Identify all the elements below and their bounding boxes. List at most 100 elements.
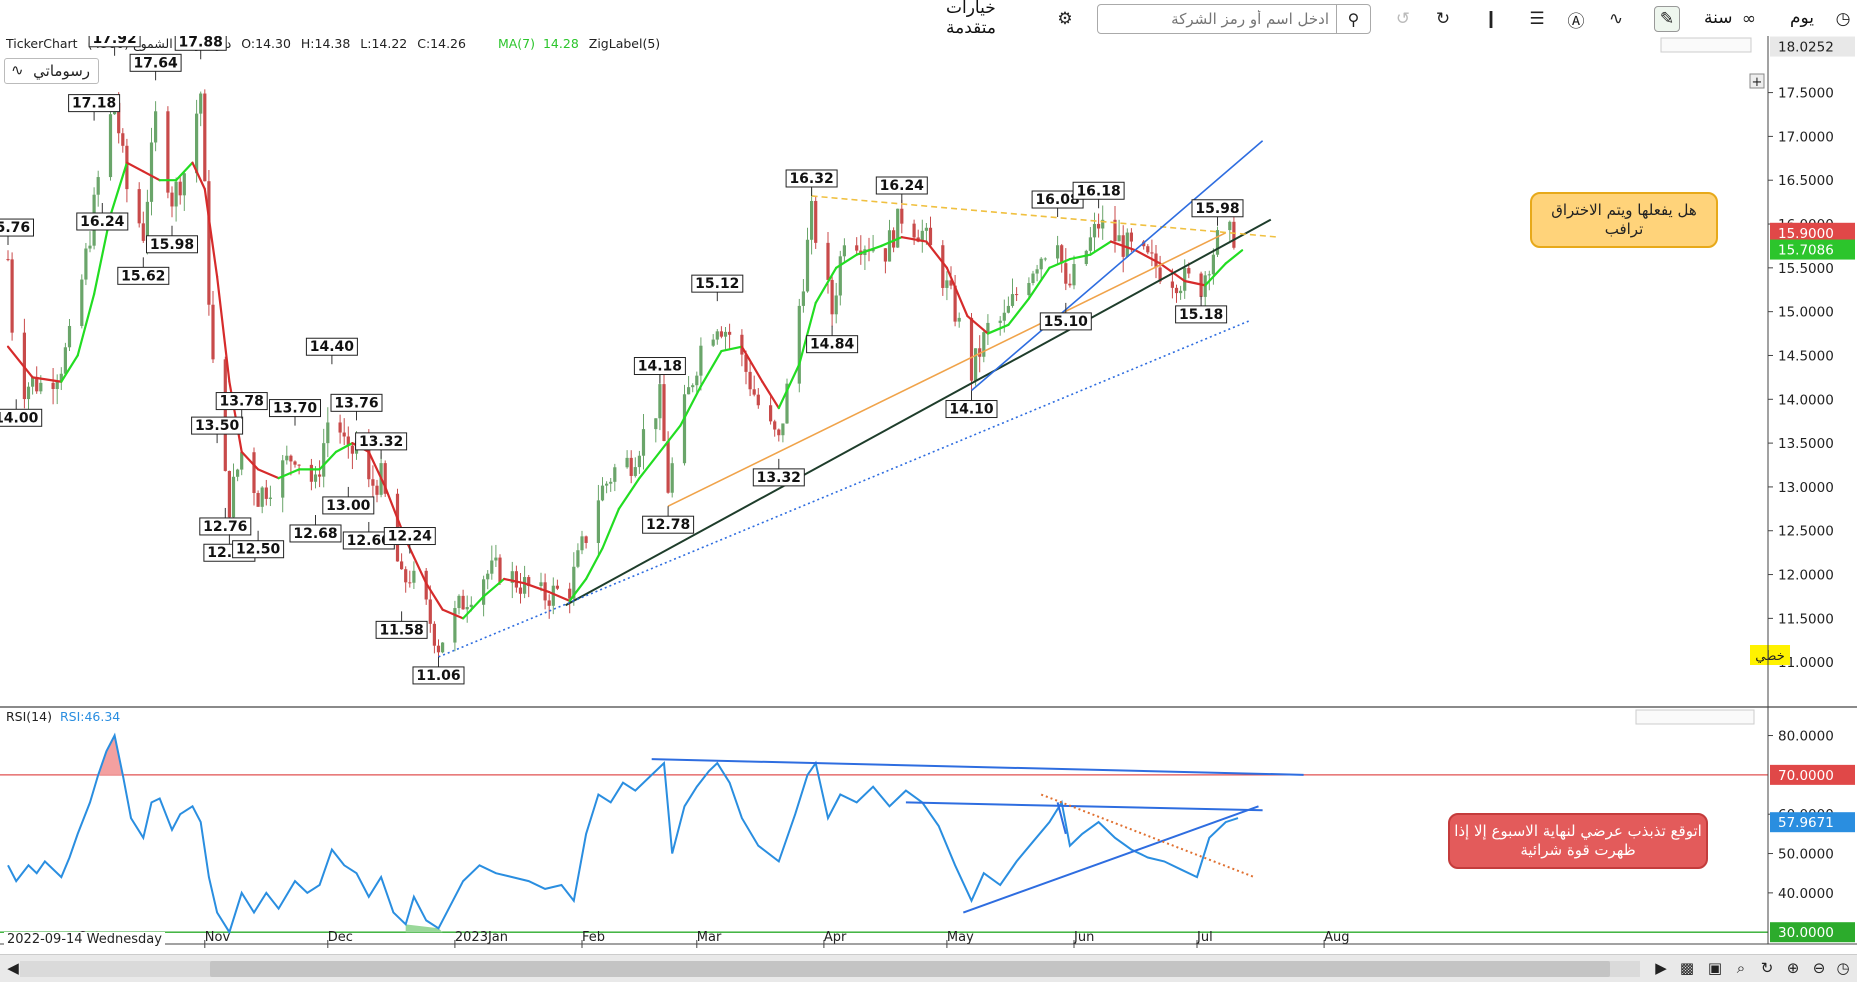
ma-segment [679,385,703,427]
zig-label: 12.76 [203,519,247,535]
candle-body [1010,294,1015,306]
zig-label: 12.68 [293,526,337,542]
rsi-marker-label: 57.9671 [1778,815,1834,831]
rsi-annotation-callout[interactable]: اتوقع تذبذب عرضي لنهاية الاسبوع إلا إذا … [1448,813,1708,869]
chart-type-icon[interactable]: ∿ [1608,9,1624,29]
my-drawings-button[interactable]: ∿ رسوماتي [4,58,99,84]
indicators-icon[interactable]: ☰ [1529,9,1545,29]
ma-segment [855,244,883,256]
undo-icon[interactable]: ↺ [1395,9,1411,29]
alert-icon[interactable]: Ⓐ [1567,11,1585,32]
advanced-options-button[interactable]: خيارات متقدمة [946,0,996,38]
settings-icon[interactable]: ⚙ [1057,9,1073,29]
rsi-overbought-fill [98,735,123,775]
zig-label: 14.10 [949,402,994,418]
ma-segment [142,170,161,182]
month-label: Feb [582,930,605,945]
ma-segment [584,547,604,581]
candle-body [236,469,240,477]
candle-body [285,455,289,461]
candle-body [510,571,514,583]
candle-body [51,382,55,389]
candle-body [1072,264,1076,286]
scroll-thumb[interactable] [210,961,1610,977]
candle-body [744,354,748,372]
candle-body [928,227,933,246]
zig-label: 15.76 [0,220,30,236]
candle-body [412,570,416,583]
candle-body [682,394,687,464]
rsi-support-line [962,805,1259,914]
candle-body [769,405,773,422]
candle-body [1187,268,1191,274]
rsi-marker-box [1770,764,1855,785]
candle-body [170,192,174,207]
candle-body [576,550,580,567]
rsi-panel: 40.000050.000060.000080.000070.000057.96… [0,729,1855,943]
price-tick-label: 13.5000 [1778,436,1834,452]
zoom-out-icon[interactable]: ⊖ [1812,959,1826,977]
zoom-area-icon[interactable]: ⌕ [1736,959,1746,977]
layout-icon[interactable]: ▣ [1707,959,1723,977]
chart-info-line: TickerChart (4300) دار الأركان الشموع O:… [6,36,666,54]
candle-body [1183,268,1187,291]
candle-body [182,173,186,196]
rsi-marker-box [1770,922,1855,943]
pen-tool-icon[interactable]: ✎ [1654,6,1680,32]
zoom-reset-icon[interactable]: ↻ [1760,959,1774,977]
open-value: O:14.30 [241,36,291,51]
ma-segment [240,450,260,471]
crosshair-date-badge: 2022-09-14 Wednesday [4,932,165,950]
screenshot-icon[interactable]: ▩ [1679,959,1695,977]
time-axis: OctNovDec2023JanFebMarAprMayJunJulAug [77,930,1349,948]
search-input[interactable] [1104,8,1329,30]
candle-body [1215,230,1220,255]
period-day-button[interactable]: يوم [1790,8,1815,28]
candle-body [1228,221,1232,231]
redo-icon[interactable]: ↻ [1435,9,1451,29]
zig-label: 13.50 [195,418,240,434]
scroll-right-icon[interactable]: ▶ [1655,959,1667,977]
zig-label-box [146,235,198,254]
candle-body [231,476,236,518]
line-mode-label: خطي [1755,649,1785,664]
candle-body [289,455,293,462]
scroll-left-icon[interactable]: ◀ [7,959,19,977]
candle-body [752,389,756,395]
ma-segment [740,345,764,383]
candles-icon[interactable]: ❙ [1483,9,1499,29]
history-icon[interactable]: ◷ [1836,959,1850,977]
ma-segment [175,161,194,182]
ma-segment [880,236,903,248]
zoom-in-icon[interactable]: ⊕ [1786,959,1800,977]
price-trend-lines[interactable] [438,140,1280,658]
ma-segment [1109,240,1137,252]
candle-body [887,230,892,262]
price-tick-label: 12.5000 [1778,524,1834,540]
candle-body [957,317,961,322]
price-tick-label: 11.0000 [1778,655,1834,671]
zig-label-box [875,176,928,195]
candle-body [117,102,121,134]
candle-body [96,177,100,195]
link-icon[interactable]: ∞ [1741,9,1757,29]
candle-body [404,569,408,583]
low-value: L:14.22 [360,36,408,51]
candle-body [80,279,84,326]
period-year-button[interactable]: سنة [1704,8,1733,28]
candle-body [625,457,629,468]
ma-segment [60,354,79,383]
chart-area[interactable]: 11.0000 11.5000 12.0000 12.5000 13.0000 13.50… [0,36,1857,954]
ma-segment [1158,262,1186,283]
clock-icon[interactable]: ◷ [1835,9,1851,29]
price-annotation-callout[interactable]: هل يفعلها ويتم الاختراق ترافب [1530,192,1718,248]
search-button[interactable]: ⚲ [1336,5,1370,33]
price-marker-label: 18.0252 [1778,40,1834,56]
candle-body [240,452,244,470]
candle-body [641,429,646,456]
ma-segment [523,582,551,594]
candle-body [350,445,354,454]
candle-body [518,587,523,594]
zig-label: 15.12 [695,276,739,292]
